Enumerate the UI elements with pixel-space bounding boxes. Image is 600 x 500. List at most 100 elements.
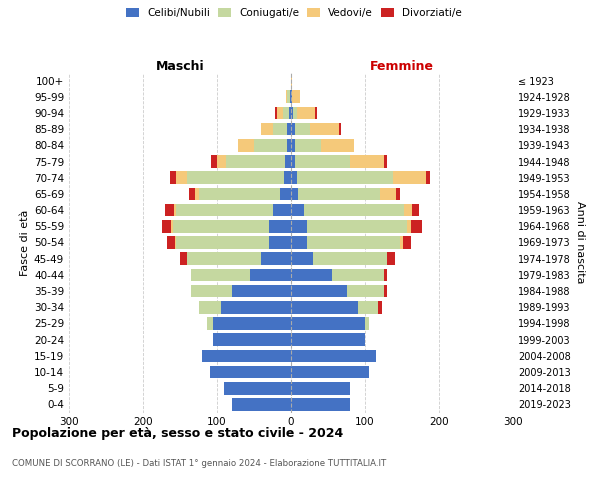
Bar — [291, 317, 365, 330]
Bar — [291, 301, 358, 314]
Text: Popolazione per età, sesso e stato civile - 2024: Popolazione per età, sesso e stato civil… — [12, 428, 343, 440]
Bar — [412, 204, 419, 216]
Bar — [208, 317, 214, 330]
Bar — [307, 220, 407, 232]
Bar — [291, 334, 365, 346]
Bar — [285, 155, 291, 168]
Bar — [313, 252, 387, 265]
Bar — [291, 204, 304, 216]
Bar — [170, 172, 176, 184]
Bar — [211, 155, 217, 168]
Bar — [291, 285, 347, 298]
Bar — [380, 188, 396, 200]
Bar — [238, 139, 254, 151]
Bar — [291, 106, 293, 120]
Bar — [291, 382, 350, 394]
Y-axis label: Anni di nascita: Anni di nascita — [575, 201, 584, 283]
Bar — [358, 301, 379, 314]
Bar — [191, 285, 232, 298]
Bar — [400, 236, 403, 249]
Bar — [332, 268, 383, 281]
Bar — [291, 398, 350, 410]
Bar — [175, 236, 176, 249]
Bar — [347, 285, 383, 298]
Bar — [291, 188, 298, 200]
Bar — [214, 317, 291, 330]
Bar — [291, 155, 295, 168]
Bar — [289, 106, 291, 120]
Bar — [180, 252, 187, 265]
Bar — [167, 236, 175, 249]
Bar — [292, 90, 300, 103]
Bar — [310, 123, 339, 136]
Legend: Celibi/Nubili, Coniugati/e, Vedovi/e, Divorziati/e: Celibi/Nubili, Coniugati/e, Vedovi/e, Di… — [123, 5, 465, 21]
Bar — [269, 220, 291, 232]
Bar — [407, 220, 411, 232]
Bar — [226, 155, 285, 168]
Bar — [298, 188, 380, 200]
Bar — [291, 366, 369, 378]
Bar — [162, 220, 171, 232]
Bar — [291, 268, 332, 281]
Bar — [339, 123, 341, 136]
Bar — [291, 139, 295, 151]
Bar — [291, 236, 307, 249]
Bar — [291, 172, 297, 184]
Bar — [286, 90, 287, 103]
Bar — [383, 268, 387, 281]
Bar — [365, 317, 368, 330]
Bar — [165, 204, 174, 216]
Bar — [176, 204, 272, 216]
Bar — [295, 139, 320, 151]
Bar — [277, 106, 283, 120]
Bar — [232, 285, 291, 298]
Bar — [199, 188, 280, 200]
Bar — [295, 123, 310, 136]
Bar — [202, 350, 291, 362]
Bar — [291, 252, 313, 265]
Text: Femmine: Femmine — [370, 60, 434, 74]
Bar — [191, 268, 250, 281]
Bar — [272, 123, 287, 136]
Bar — [275, 106, 277, 120]
Bar — [224, 382, 291, 394]
Bar — [290, 90, 291, 103]
Bar — [171, 220, 173, 232]
Bar — [383, 285, 387, 298]
Bar — [280, 188, 291, 200]
Bar — [176, 172, 187, 184]
Bar — [232, 398, 291, 410]
Bar — [411, 220, 422, 232]
Bar — [272, 204, 291, 216]
Bar — [387, 252, 395, 265]
Bar — [304, 204, 404, 216]
Bar — [291, 220, 307, 232]
Text: COMUNE DI SCORRANO (LE) - Dati ISTAT 1° gennaio 2024 - Elaborazione TUTTITALIA.I: COMUNE DI SCORRANO (LE) - Dati ISTAT 1° … — [12, 459, 386, 468]
Bar — [295, 155, 350, 168]
Bar — [403, 236, 411, 249]
Bar — [195, 188, 199, 200]
Bar — [187, 252, 262, 265]
Y-axis label: Fasce di età: Fasce di età — [20, 210, 30, 276]
Bar — [379, 301, 382, 314]
Bar — [254, 139, 287, 151]
Bar — [262, 252, 291, 265]
Bar — [320, 139, 354, 151]
Text: Maschi: Maschi — [155, 60, 205, 74]
Bar — [287, 123, 291, 136]
Bar — [209, 366, 291, 378]
Bar — [269, 236, 291, 249]
Bar — [291, 123, 295, 136]
Bar — [287, 139, 291, 151]
Bar — [316, 106, 317, 120]
Bar — [174, 204, 176, 216]
Bar — [393, 172, 427, 184]
Bar — [350, 155, 383, 168]
Bar — [291, 74, 292, 87]
Bar — [189, 188, 195, 200]
Bar — [293, 106, 297, 120]
Bar — [297, 106, 316, 120]
Bar — [287, 90, 290, 103]
Bar — [214, 334, 291, 346]
Bar — [427, 172, 430, 184]
